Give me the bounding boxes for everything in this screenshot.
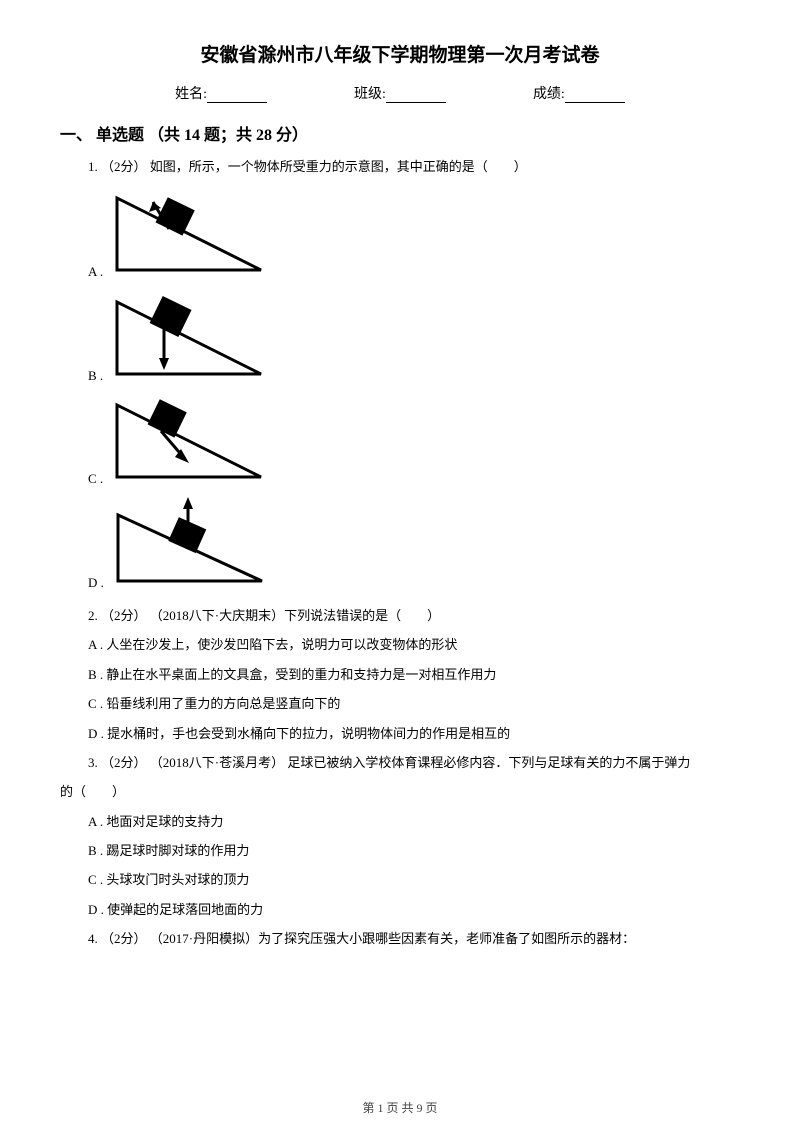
question-2-option-a: A . 人坐在沙发上，使沙发凹陷下去，说明力可以改变物体的形状 (60, 633, 740, 656)
section-1-header: 一、 单选题 （共 14 题；共 28 分） (60, 121, 740, 145)
page-footer: 第 1 页 共 9 页 (0, 1099, 800, 1116)
question-1-option-a: A . (60, 184, 740, 283)
name-blank (207, 89, 267, 103)
diagram-1d (110, 495, 270, 594)
option-a-label: A . (88, 260, 103, 283)
score-blank (565, 89, 625, 103)
diagram-1c (109, 391, 269, 490)
question-3-text-cont: 的（ ） (60, 780, 740, 803)
option-c-label: C . (88, 467, 103, 490)
diagram-1b (109, 288, 269, 387)
question-1-option-b: B . (60, 288, 740, 387)
student-info-row: 姓名: 班级: 成绩: (60, 83, 740, 103)
question-3-text: 3. （2分） （2018八下·苍溪月考） 足球已被纳入学校体育课程必修内容．下… (60, 751, 740, 774)
class-label: 班级: (354, 83, 386, 103)
question-3-option-c: C . 头球攻门时头对球的顶力 (60, 868, 740, 891)
question-3-option-a: A . 地面对足球的支持力 (60, 810, 740, 833)
question-2-text: 2. （2分） （2018八下·大庆期末）下列说法错误的是（ ） (60, 604, 740, 627)
question-1-option-d: D . (60, 495, 740, 594)
option-b-label: B . (88, 364, 103, 387)
diagram-1a (109, 184, 269, 283)
option-d-label: D . (88, 571, 104, 594)
score-label: 成绩: (533, 83, 565, 103)
question-1-option-c: C . (60, 391, 740, 490)
page-title: 安徽省滁州市八年级下学期物理第一次月考试卷 (60, 40, 740, 67)
question-4-text: 4. （2分） （2017·丹阳模拟）为了探究压强大小跟哪些因素有关，老师准备了… (60, 927, 740, 950)
question-3-option-b: B . 踢足球时脚对球的作用力 (60, 839, 740, 862)
question-2-option-d: D . 提水桶时，手也会受到水桶向下的拉力，说明物体间力的作用是相互的 (60, 722, 740, 745)
question-2-option-b: B . 静止在水平桌面上的文具盒，受到的重力和支持力是一对相互作用力 (60, 663, 740, 686)
name-label: 姓名: (175, 83, 207, 103)
question-1-text: 1. （2分） 如图，所示，一个物体所受重力的示意图，其中正确的是（ ） (60, 155, 740, 178)
class-blank (386, 89, 446, 103)
question-2-option-c: C . 铅垂线利用了重力的方向总是竖直向下的 (60, 692, 740, 715)
question-3-option-d: D . 使弹起的足球落回地面的力 (60, 898, 740, 921)
